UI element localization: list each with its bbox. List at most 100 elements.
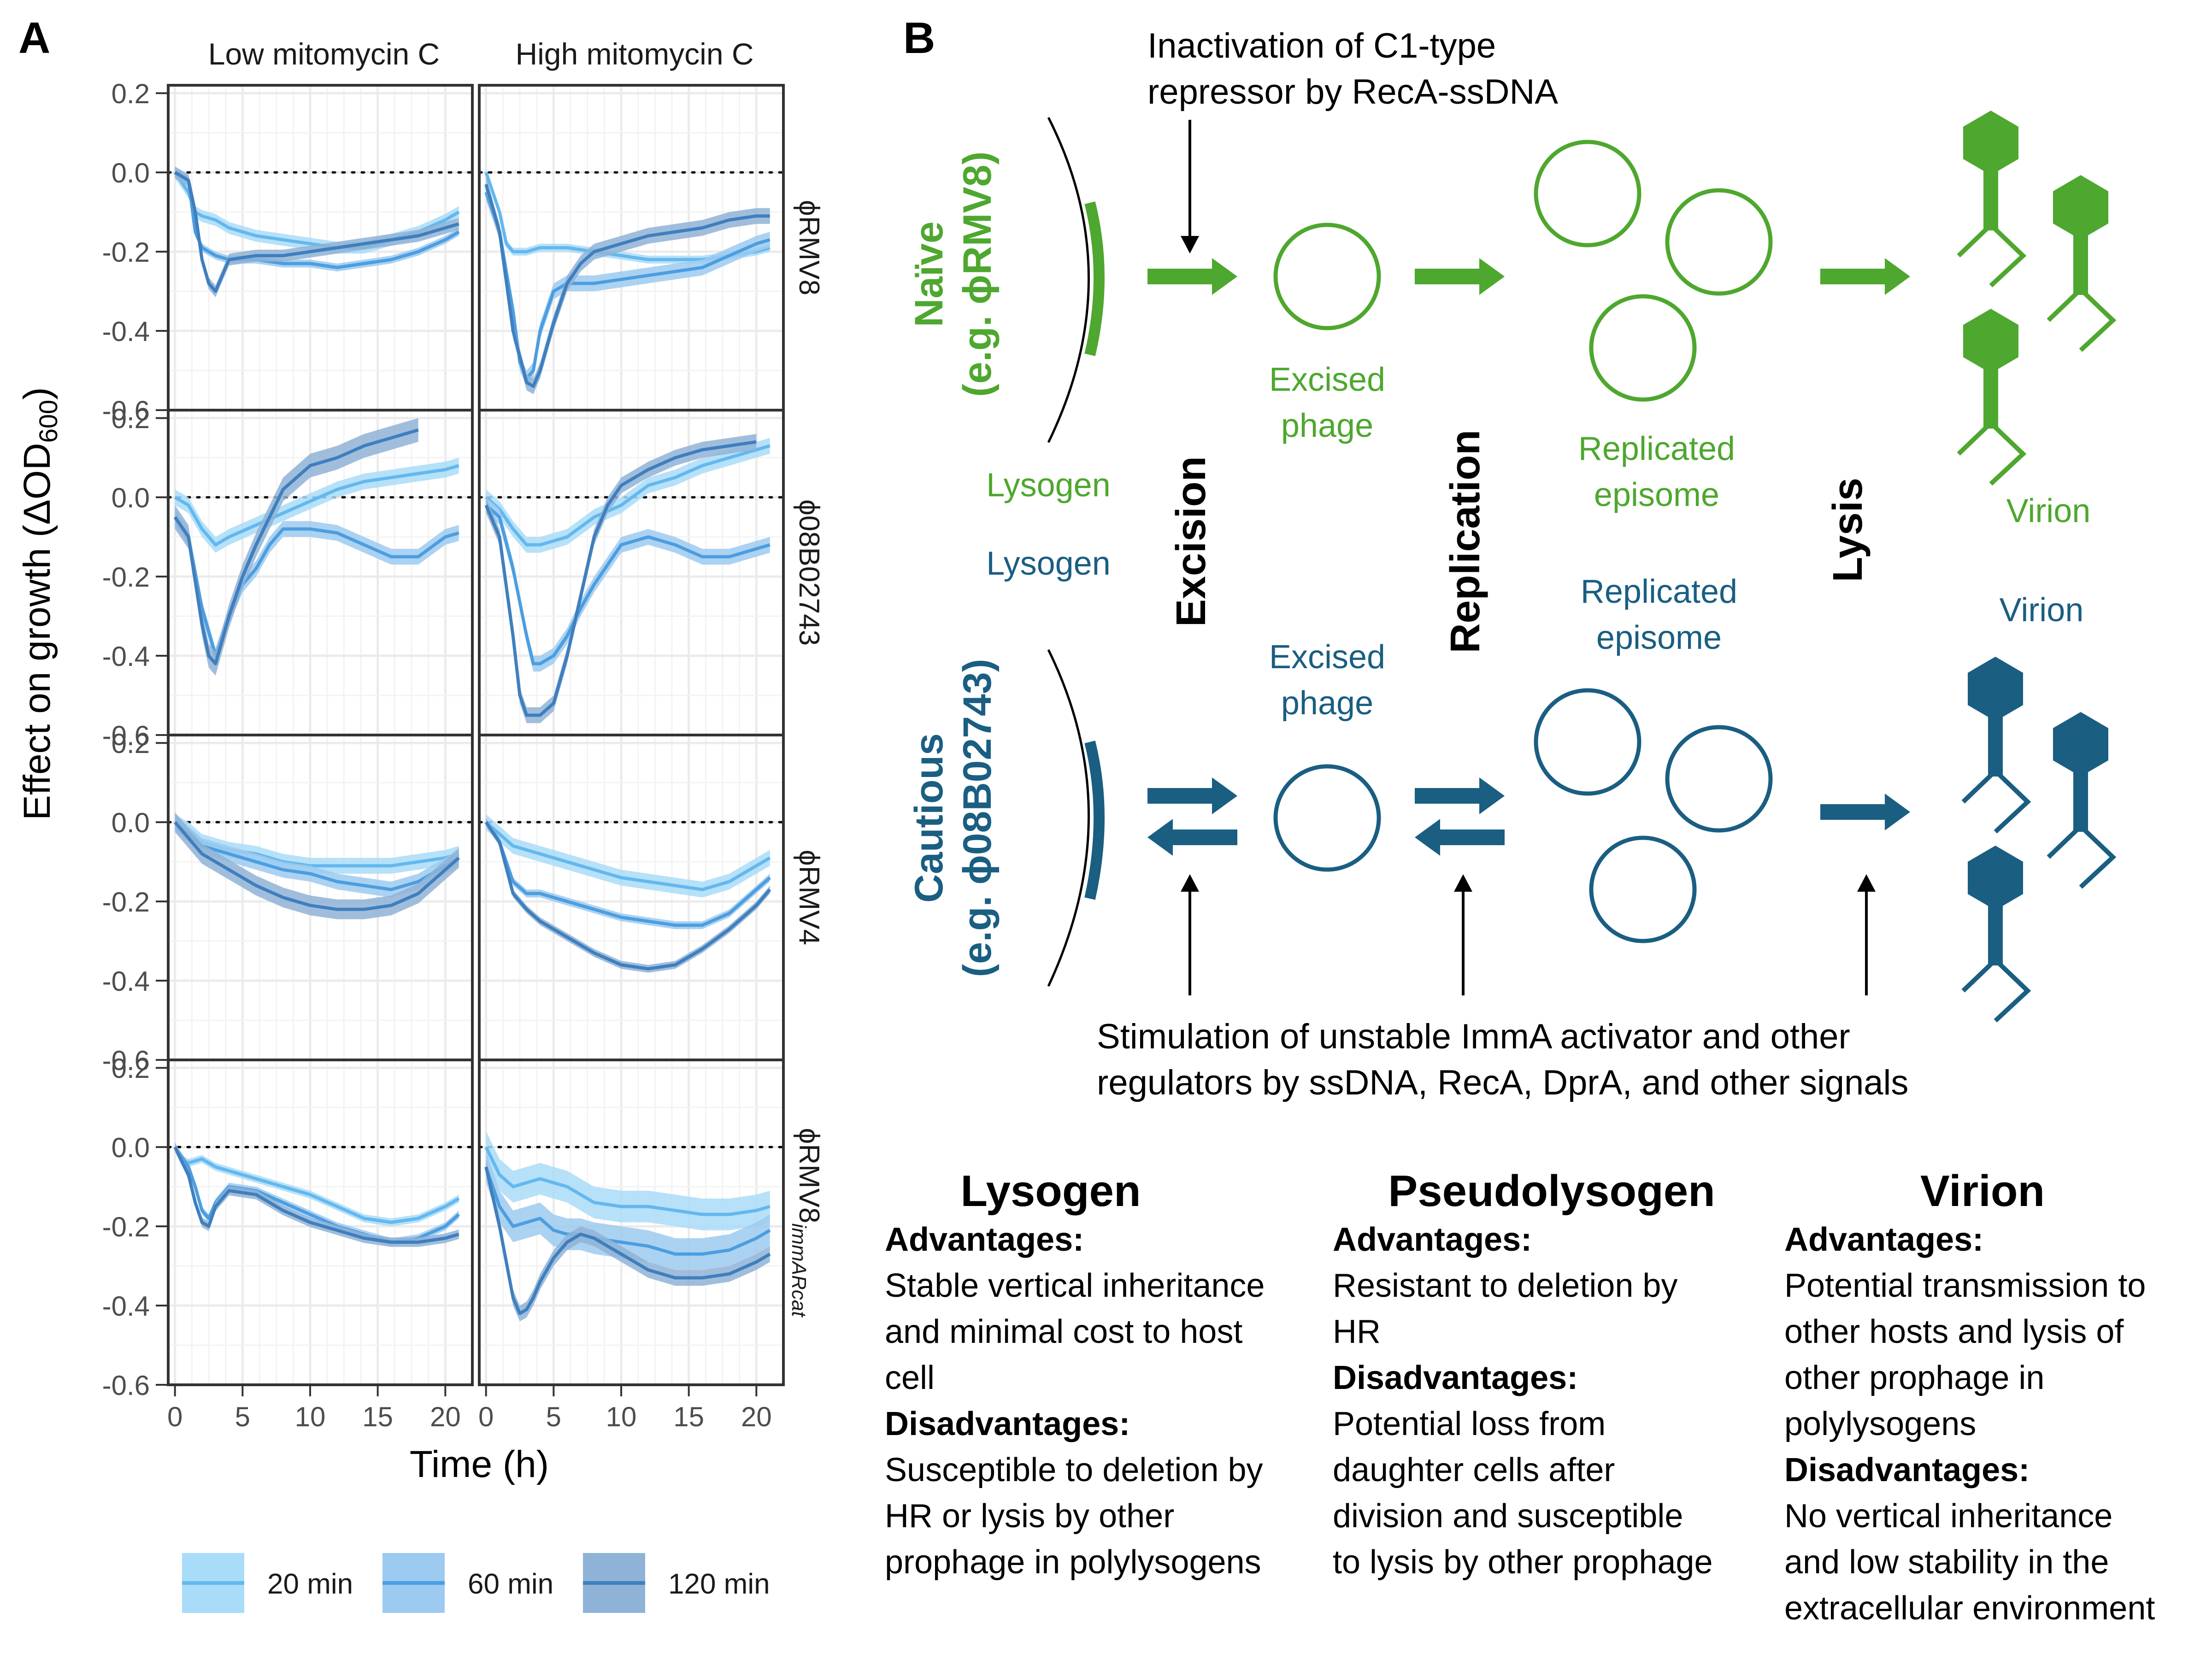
cautious-lysis-arrow-icon bbox=[1820, 794, 1910, 830]
x-axis-label: Time (h) bbox=[410, 1443, 549, 1485]
y-axis-label: Effect on growth (ΔOD600) bbox=[16, 387, 63, 820]
disadvantages-heading: Disadvantages: bbox=[885, 1406, 1130, 1442]
naive-virion-icon-2 bbox=[2047, 175, 2117, 352]
y-tick-label: 0.2 bbox=[112, 1053, 150, 1084]
bottom-annotation-line-1: Stimulation of unstable ImmA activator a… bbox=[1097, 1017, 1850, 1056]
tradeoff-lysogen: Lysogen Advantages: Stable vertical inhe… bbox=[885, 1166, 1327, 1585]
naive-replicated-episome-icon-2 bbox=[1665, 188, 1773, 296]
panel-border bbox=[478, 734, 785, 1061]
disadvantages-line: to lysis by other prophage bbox=[1333, 1544, 1713, 1581]
legend-label-60min: 60 min bbox=[468, 1568, 553, 1600]
cautious-replication-reverse-arrow-icon bbox=[1415, 819, 1505, 856]
legend-label-120min: 120 min bbox=[668, 1568, 770, 1600]
confidence-ribbon-20min bbox=[486, 1131, 770, 1230]
bottom-annotation-line-2: regulators by ssDNA, RecA, DprA, and oth… bbox=[1097, 1063, 1908, 1102]
x-tick-label: 5 bbox=[235, 1401, 250, 1432]
disadvantages-heading: Disadvantages: bbox=[1333, 1359, 1578, 1396]
confidence-ribbon-120min bbox=[175, 812, 459, 919]
disadvantages-line: division and susceptible bbox=[1333, 1498, 1683, 1535]
naive-excised-phage-icon bbox=[1273, 223, 1381, 330]
y-tick-label: 0.2 bbox=[112, 728, 150, 759]
y-tick-label: -0.2 bbox=[102, 237, 150, 268]
confidence-ribbon-60min bbox=[175, 509, 459, 664]
y-tick-label: 0.2 bbox=[112, 403, 150, 434]
advantages-line: polylysogens bbox=[1784, 1406, 1977, 1442]
panel-b-label: B bbox=[903, 13, 935, 63]
row-strip-label: ϕRMV8 bbox=[793, 200, 825, 295]
y-tick-label: -0.6 bbox=[102, 720, 150, 751]
cautious-row: Lysogen Excised phage Replicated episome V… bbox=[986, 545, 2117, 1023]
legend-item-20min: 20 min bbox=[182, 1553, 353, 1613]
disadvantages-line: extracellular environment bbox=[1784, 1590, 2155, 1627]
stage-label-excision: Excision bbox=[1168, 456, 1214, 627]
series-line-60min bbox=[173, 516, 459, 658]
y-tick-label: 0.0 bbox=[112, 1132, 150, 1163]
x-tick-label: 15 bbox=[362, 1401, 393, 1432]
legend-item-120min: 120 min bbox=[583, 1553, 770, 1613]
advantages-line: Stable vertical inheritance bbox=[885, 1267, 1265, 1304]
disadvantages-line: prophage in polylysogens bbox=[885, 1544, 1261, 1581]
y-tick-label: 0.2 bbox=[112, 78, 150, 109]
series-line-120min bbox=[484, 440, 757, 717]
cautious-replication-forward-arrow-icon bbox=[1415, 777, 1505, 814]
series-line-20min bbox=[484, 1146, 771, 1216]
naive-excision-arrow-icon bbox=[1147, 258, 1237, 295]
row-strip-label: ϕRMV4 bbox=[793, 850, 825, 945]
naive-replicated-episome-icon-3 bbox=[1589, 294, 1697, 402]
x-tick-label: 0 bbox=[478, 1401, 494, 1432]
cautious-replicated-label: Replicated episome bbox=[1581, 573, 1737, 656]
cautious-virion-icon-2 bbox=[2047, 712, 2117, 889]
cautious-replicated-episome-icon-3 bbox=[1589, 835, 1697, 943]
advantages-line: cell bbox=[885, 1359, 935, 1396]
y-tick-label: 0.0 bbox=[112, 807, 150, 838]
series-line-120min bbox=[484, 821, 771, 971]
confidence-ribbon-60min bbox=[486, 818, 770, 930]
y-tick-label: -0.2 bbox=[102, 887, 150, 918]
confidence-ribbon-120min bbox=[486, 434, 757, 724]
stage-label-lysis: Lysis bbox=[1825, 478, 1871, 582]
x-tick-label: 10 bbox=[606, 1401, 637, 1432]
x-tick-label: 20 bbox=[741, 1401, 772, 1432]
advantages-heading: Advantages: bbox=[1784, 1221, 1984, 1258]
y-tick-label: -0.2 bbox=[102, 1212, 150, 1242]
top-annotation-arrowhead bbox=[1181, 236, 1199, 253]
legend-item-60min: 60 min bbox=[382, 1553, 553, 1613]
y-tick-label: -0.6 bbox=[102, 1045, 150, 1076]
naive-replicated-episome-icon-1 bbox=[1534, 140, 1641, 247]
naive-prophage-segment-icon bbox=[1084, 201, 1105, 356]
cautious-virion-icon-1 bbox=[1961, 657, 2031, 834]
panel-a-label: A bbox=[18, 13, 50, 63]
disadvantages-line: and low stability in the bbox=[1784, 1544, 2109, 1581]
series-line-60min bbox=[485, 504, 771, 665]
tradeoff-title: Pseudolysogen bbox=[1388, 1166, 1715, 1216]
y-tick-label: -0.6 bbox=[102, 395, 150, 426]
confidence-ribbon-120min bbox=[486, 176, 770, 394]
x-tick-label: 0 bbox=[167, 1401, 182, 1432]
cautious-lysogen-label: Lysogen bbox=[986, 545, 1111, 582]
disadvantages-line: daughter cells after bbox=[1333, 1452, 1615, 1488]
row-strip-label: ϕ08B02743 bbox=[793, 500, 825, 646]
disadvantages-line: Susceptible to deletion by bbox=[885, 1452, 1263, 1488]
x-tick-label: 20 bbox=[430, 1401, 461, 1432]
x-tick-label: 5 bbox=[546, 1401, 561, 1432]
advantages-line: other prophage in bbox=[1784, 1359, 2045, 1396]
disadvantages-line: HR or lysis by other bbox=[885, 1498, 1175, 1535]
column-header-low: Low mitomycin C bbox=[208, 37, 440, 71]
series-line-120min bbox=[174, 821, 460, 911]
tradeoff-title: Lysogen bbox=[960, 1166, 1141, 1216]
cautious-excised-label: Excised phage bbox=[1269, 639, 1385, 722]
panel-border bbox=[478, 1059, 785, 1386]
y-tick-label: -0.2 bbox=[102, 562, 150, 593]
panel-border bbox=[167, 1059, 474, 1386]
legend: 20 min 60 min 120 min bbox=[182, 1553, 770, 1613]
advantages-heading: Advantages: bbox=[885, 1221, 1084, 1258]
series-line-120min bbox=[173, 1146, 459, 1244]
legend-label-20min: 20 min bbox=[267, 1568, 353, 1600]
series-line-20min bbox=[174, 464, 459, 547]
confidence-ribbon-120min bbox=[486, 818, 770, 973]
series-line-20min bbox=[173, 1146, 460, 1224]
x-tick-label: 10 bbox=[295, 1401, 326, 1432]
confidence-ribbon-60min bbox=[486, 1151, 770, 1270]
naive-replication-arrow-icon bbox=[1415, 258, 1505, 295]
cautious-virion-label: Virion bbox=[2000, 592, 2084, 629]
